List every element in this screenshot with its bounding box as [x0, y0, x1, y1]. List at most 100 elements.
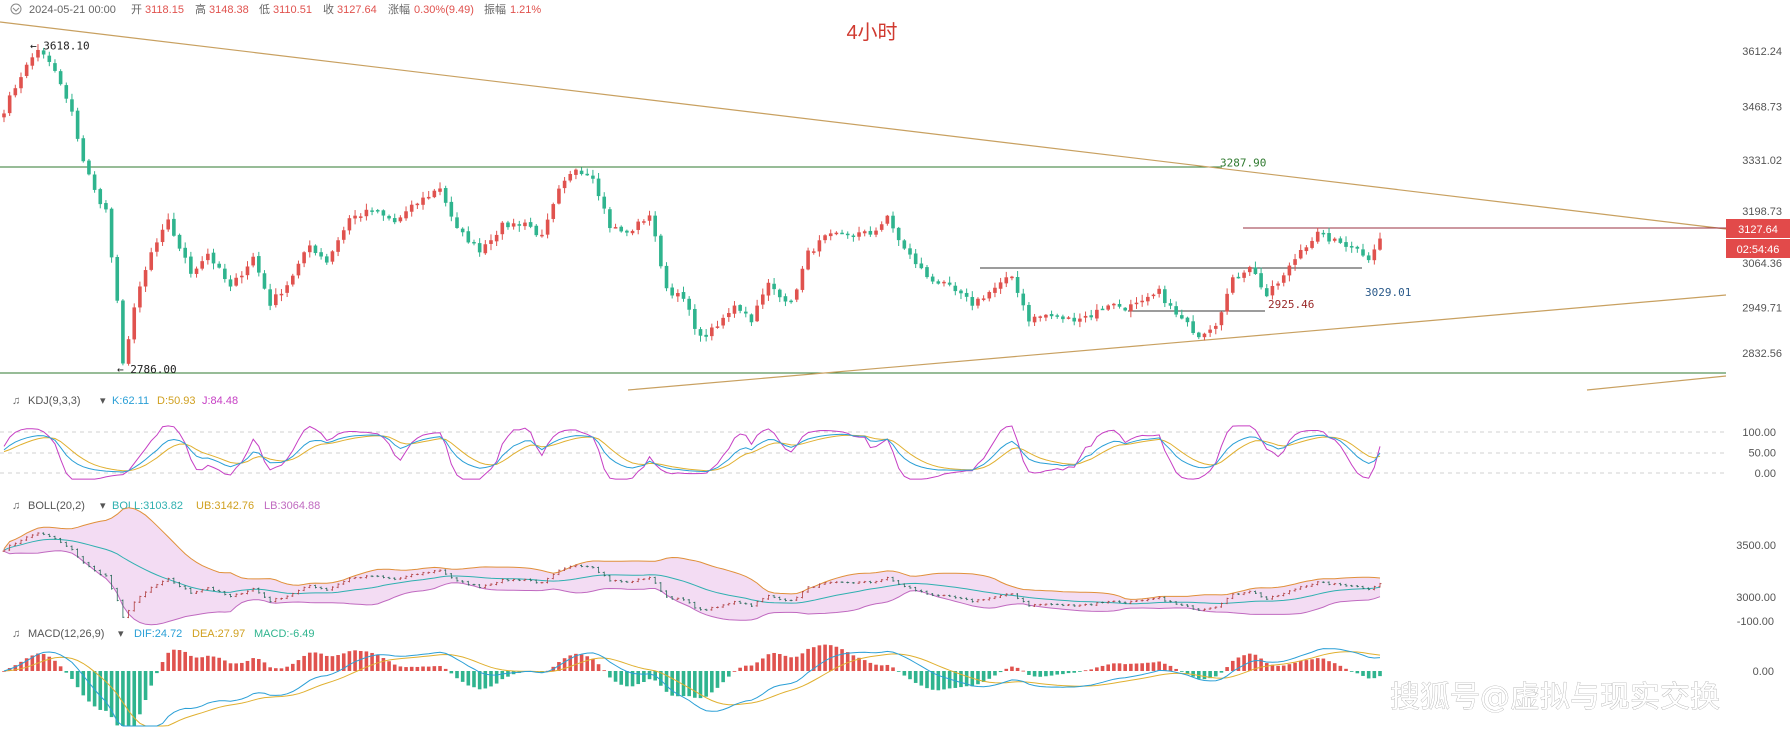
- candle[interactable]: [257, 251, 261, 277]
- candle[interactable]: [727, 308, 731, 322]
- candle[interactable]: [41, 47, 46, 59]
- candle[interactable]: [104, 200, 108, 213]
- candle[interactable]: [579, 167, 584, 176]
- candle[interactable]: [755, 299, 759, 323]
- candle[interactable]: [993, 282, 997, 298]
- bell-icon[interactable]: ♫: [12, 500, 20, 512]
- candle[interactable]: [1117, 299, 1122, 309]
- candle[interactable]: [240, 271, 244, 284]
- candle[interactable]: [1270, 280, 1275, 300]
- candle[interactable]: [319, 248, 323, 260]
- lower-trendline-extension[interactable]: [1586, 375, 1727, 391]
- candle[interactable]: [1095, 304, 1099, 322]
- price-axis[interactable]: 3612.24 3468.73 3331.02 3198.73 3064.36 2949.…: [1736, 46, 1782, 678]
- candle[interactable]: [234, 273, 238, 287]
- candle[interactable]: [1230, 274, 1235, 295]
- candle[interactable]: [902, 239, 907, 250]
- candle[interactable]: [591, 169, 595, 184]
- candle[interactable]: [81, 135, 86, 163]
- candle[interactable]: [1061, 314, 1065, 323]
- candle[interactable]: [1327, 227, 1331, 245]
- candle[interactable]: [1038, 315, 1043, 322]
- candle[interactable]: [115, 254, 120, 304]
- candle[interactable]: [783, 293, 788, 307]
- candle[interactable]: [891, 211, 895, 233]
- candle[interactable]: [1196, 331, 1201, 340]
- candle[interactable]: [1253, 261, 1258, 275]
- candle[interactable]: [347, 215, 352, 235]
- candle[interactable]: [642, 219, 646, 225]
- candle[interactable]: [693, 304, 697, 335]
- candle[interactable]: [862, 229, 867, 237]
- candle[interactable]: [698, 327, 703, 342]
- candle[interactable]: [279, 289, 284, 302]
- candle[interactable]: [1287, 262, 1292, 282]
- candle[interactable]: [647, 210, 652, 226]
- candle[interactable]: [857, 226, 861, 241]
- candle[interactable]: [574, 168, 578, 180]
- candle[interactable]: [483, 240, 488, 255]
- candle[interactable]: [1055, 313, 1060, 319]
- candle[interactable]: [358, 213, 363, 222]
- candle[interactable]: [659, 233, 663, 269]
- candle[interactable]: [919, 257, 924, 270]
- candle[interactable]: [1004, 271, 1009, 288]
- candle[interactable]: [1213, 322, 1218, 335]
- candle[interactable]: [845, 231, 850, 239]
- candle[interactable]: [494, 230, 499, 247]
- candle[interactable]: [828, 229, 833, 241]
- candle[interactable]: [1174, 301, 1178, 318]
- candle[interactable]: [1146, 293, 1150, 306]
- candle[interactable]: [336, 237, 340, 257]
- candle[interactable]: [1219, 311, 1224, 331]
- candle[interactable]: [251, 252, 255, 268]
- candle[interactable]: [1361, 243, 1365, 258]
- candle[interactable]: [817, 235, 822, 257]
- candle[interactable]: [896, 226, 901, 246]
- candle[interactable]: [443, 185, 448, 207]
- candle[interactable]: [540, 229, 544, 238]
- candle[interactable]: [998, 277, 1003, 294]
- candle[interactable]: [970, 291, 975, 311]
- candle[interactable]: [19, 72, 23, 94]
- candle[interactable]: [511, 218, 516, 230]
- candle[interactable]: [1344, 236, 1348, 252]
- candle[interactable]: [766, 279, 771, 301]
- candle[interactable]: [307, 240, 312, 258]
- candle[interactable]: [143, 266, 148, 292]
- candle[interactable]: [885, 214, 890, 226]
- candle[interactable]: [1298, 244, 1303, 260]
- candle[interactable]: [687, 296, 691, 316]
- candle[interactable]: [981, 295, 986, 302]
- candle[interactable]: [98, 187, 103, 209]
- candle[interactable]: [121, 299, 125, 366]
- candle[interactable]: [721, 314, 725, 329]
- candle[interactable]: [959, 289, 963, 300]
- candle[interactable]: [36, 44, 40, 62]
- candle[interactable]: [1066, 316, 1071, 320]
- candle[interactable]: [1349, 241, 1354, 253]
- candle[interactable]: [432, 188, 437, 199]
- candle[interactable]: [562, 177, 567, 194]
- candle[interactable]: [619, 225, 624, 233]
- candle[interactable]: [947, 276, 952, 287]
- candle[interactable]: [1321, 229, 1326, 238]
- candle[interactable]: [1304, 245, 1309, 255]
- candle[interactable]: [296, 260, 301, 279]
- candle[interactable]: [87, 158, 91, 176]
- candle[interactable]: [1129, 299, 1133, 318]
- candle[interactable]: [772, 278, 776, 295]
- candle[interactable]: [64, 82, 69, 103]
- candle[interactable]: [1032, 313, 1037, 327]
- candle[interactable]: [262, 270, 267, 290]
- candle[interactable]: [449, 196, 454, 222]
- candle[interactable]: [794, 288, 799, 303]
- candle[interactable]: [1151, 293, 1156, 299]
- candle[interactable]: [160, 224, 165, 246]
- candle[interactable]: [398, 215, 403, 223]
- candle[interactable]: [1140, 294, 1144, 307]
- candle[interactable]: [732, 301, 737, 318]
- candle[interactable]: [602, 192, 607, 214]
- candle[interactable]: [1259, 267, 1263, 290]
- candle[interactable]: [353, 210, 357, 225]
